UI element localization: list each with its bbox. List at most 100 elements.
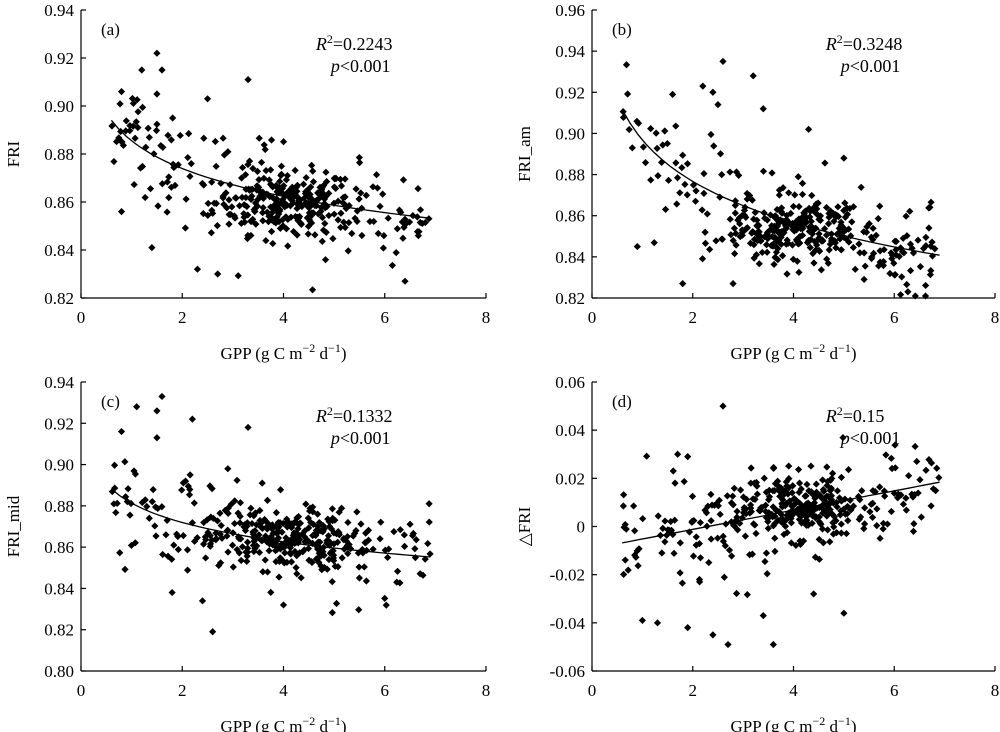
data-point — [843, 502, 852, 511]
data-point — [143, 502, 151, 511]
data-point — [355, 153, 363, 162]
data-point — [297, 219, 305, 227]
data-point — [813, 504, 821, 512]
data-point — [126, 127, 134, 135]
data-point — [876, 483, 884, 491]
data-point — [774, 222, 782, 230]
data-point — [132, 118, 140, 126]
data-point — [785, 189, 793, 197]
data-point — [874, 215, 882, 223]
data-point — [267, 136, 276, 144]
data-point — [200, 540, 208, 548]
data-point — [198, 179, 206, 188]
data-point — [826, 506, 834, 514]
data-point — [292, 564, 300, 572]
data-point — [320, 195, 329, 203]
data-point — [696, 518, 704, 527]
data-point — [783, 482, 791, 490]
data-point — [811, 553, 819, 561]
data-point — [633, 242, 641, 251]
data-point — [688, 492, 697, 500]
data-point — [396, 526, 404, 534]
data-point — [913, 457, 921, 466]
data-point — [789, 202, 798, 211]
data-point — [279, 601, 288, 609]
data-point — [413, 228, 422, 236]
r-squared-symbol: R — [315, 34, 327, 54]
data-point — [131, 470, 140, 478]
data-point — [762, 507, 770, 516]
data-point — [892, 246, 900, 254]
data-point — [782, 478, 790, 486]
data-point — [804, 508, 813, 516]
data-point — [276, 177, 284, 186]
data-point — [340, 545, 348, 553]
data-point — [287, 195, 295, 203]
data-point — [856, 495, 864, 504]
data-point — [170, 163, 178, 172]
data-point — [632, 553, 640, 561]
data-point — [188, 519, 196, 527]
data-point — [899, 500, 908, 508]
data-point — [681, 180, 689, 188]
data-point — [217, 521, 225, 530]
data-point — [869, 224, 877, 232]
data-point — [336, 175, 345, 183]
data-point — [425, 215, 433, 223]
data-point — [272, 219, 280, 227]
data-point — [220, 200, 228, 209]
y-tick-label: 0.88 — [44, 145, 74, 164]
data-point — [256, 506, 264, 515]
data-point — [124, 485, 132, 493]
data-point — [321, 219, 329, 228]
data-point — [334, 538, 342, 546]
data-point — [281, 549, 289, 557]
data-point — [753, 222, 761, 230]
data-point — [145, 133, 153, 141]
data-point — [301, 538, 309, 546]
data-point — [839, 434, 847, 442]
data-point — [355, 574, 364, 582]
data-point — [857, 183, 865, 191]
data-point — [768, 232, 776, 241]
data-point — [763, 570, 771, 578]
x-axis-label-sup: −1 — [838, 714, 851, 728]
data-point — [362, 191, 370, 199]
data-point — [424, 539, 432, 548]
data-point — [837, 246, 845, 254]
data-point — [320, 199, 329, 208]
r-squared-sup: 2 — [837, 32, 843, 46]
data-point — [356, 159, 364, 167]
data-point — [690, 516, 698, 525]
data-point — [362, 538, 370, 547]
data-point — [340, 200, 348, 208]
data-point — [811, 514, 820, 522]
data-point — [861, 262, 869, 270]
data-point — [824, 477, 832, 486]
data-point — [714, 101, 722, 109]
data-point — [241, 171, 250, 179]
data-point — [357, 520, 365, 528]
data-point — [319, 522, 327, 530]
r-squared-value: =0.1332 — [333, 406, 393, 426]
data-point — [759, 612, 767, 620]
data-point — [349, 532, 357, 540]
data-point — [119, 141, 127, 149]
data-point — [162, 531, 170, 539]
data-point — [815, 234, 823, 242]
data-point — [345, 201, 353, 210]
y-tick-label: 0.86 — [555, 207, 585, 226]
data-point — [243, 538, 252, 546]
data-point — [298, 202, 306, 211]
panel-2: 0.82 0.84 0.86 0.88 0.90 0.92 0.94 0.96 0 2 4 6 8 GPP… — [515, 1, 999, 363]
y-tick-label: 0.94 — [44, 373, 74, 392]
data-point — [798, 502, 806, 510]
data-point — [829, 469, 837, 477]
data-point — [273, 195, 281, 203]
data-point — [825, 246, 833, 254]
data-point — [273, 213, 281, 221]
data-point — [886, 269, 894, 278]
data-point — [282, 225, 291, 233]
data-point — [870, 249, 878, 257]
data-point — [272, 557, 280, 566]
